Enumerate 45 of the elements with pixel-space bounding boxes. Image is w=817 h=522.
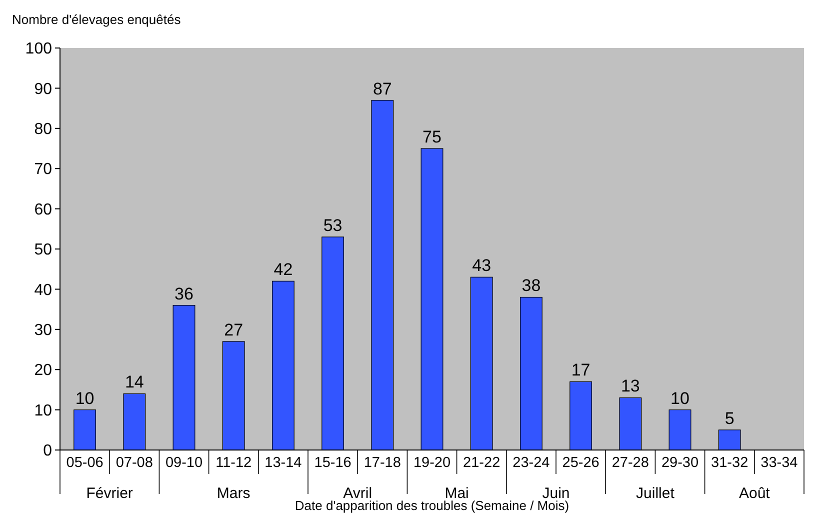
x-tick-label: 11-12 — [216, 455, 252, 471]
y-tick-label: 0 — [43, 442, 52, 460]
data-label: 17 — [571, 360, 590, 380]
text: Juillet — [636, 485, 676, 502]
x-tick-label: 25-26 — [562, 455, 600, 471]
data-label: 10 — [670, 388, 690, 408]
y-tick-label: 60 — [34, 201, 52, 218]
y-tick-label: 70 — [34, 161, 52, 178]
data-label: 36 — [174, 284, 194, 304]
x-tick-label: 23-24 — [512, 455, 550, 471]
data-label: 43 — [472, 256, 492, 276]
data-label: 10 — [75, 388, 94, 408]
x-tick-label: 09-10 — [165, 455, 203, 471]
x-tick-label: 13-14 — [264, 455, 302, 471]
y-tick-label: 100 — [25, 40, 52, 58]
y-tick-label: 40 — [34, 282, 52, 299]
text: Mars — [216, 485, 250, 502]
text: Août — [738, 485, 771, 502]
data-label: 87 — [372, 79, 392, 98]
y-tick-label: 50 — [34, 242, 52, 259]
y-axis-title: Nombre d'élevages enquêtés — [12, 12, 182, 27]
data-label: 42 — [274, 260, 293, 280]
y-tick-label: 80 — [34, 121, 52, 138]
x-tick-label: 21-22 — [463, 455, 500, 471]
data-label: 27 — [224, 320, 244, 340]
data-label: 75 — [422, 128, 442, 146]
data-label: 13 — [620, 376, 640, 396]
x-tick-label: 19-20 — [413, 455, 451, 471]
x-tick-label: 33-34 — [760, 455, 798, 471]
x-tick-label: 05-06 — [66, 455, 104, 471]
x-tick-label: 31-32 — [711, 455, 748, 471]
y-tick-label: 20 — [34, 362, 52, 380]
x-tick-label: 27-28 — [612, 455, 649, 471]
y-tick-label: 10 — [34, 402, 52, 420]
x-tick-label: 29-30 — [661, 455, 699, 471]
x-tick-label: 15-16 — [314, 455, 352, 471]
data-label: 53 — [323, 216, 342, 235]
x-tick-label: 07-08 — [116, 455, 153, 471]
data-label: 38 — [522, 276, 541, 296]
data-label: 14 — [124, 372, 144, 392]
y-tick-label: 90 — [34, 80, 52, 98]
y-tick-label: 30 — [34, 322, 52, 339]
x-tick-label: 17-18 — [364, 455, 401, 471]
text: Février — [86, 485, 133, 502]
data-label: 5 — [724, 408, 734, 428]
